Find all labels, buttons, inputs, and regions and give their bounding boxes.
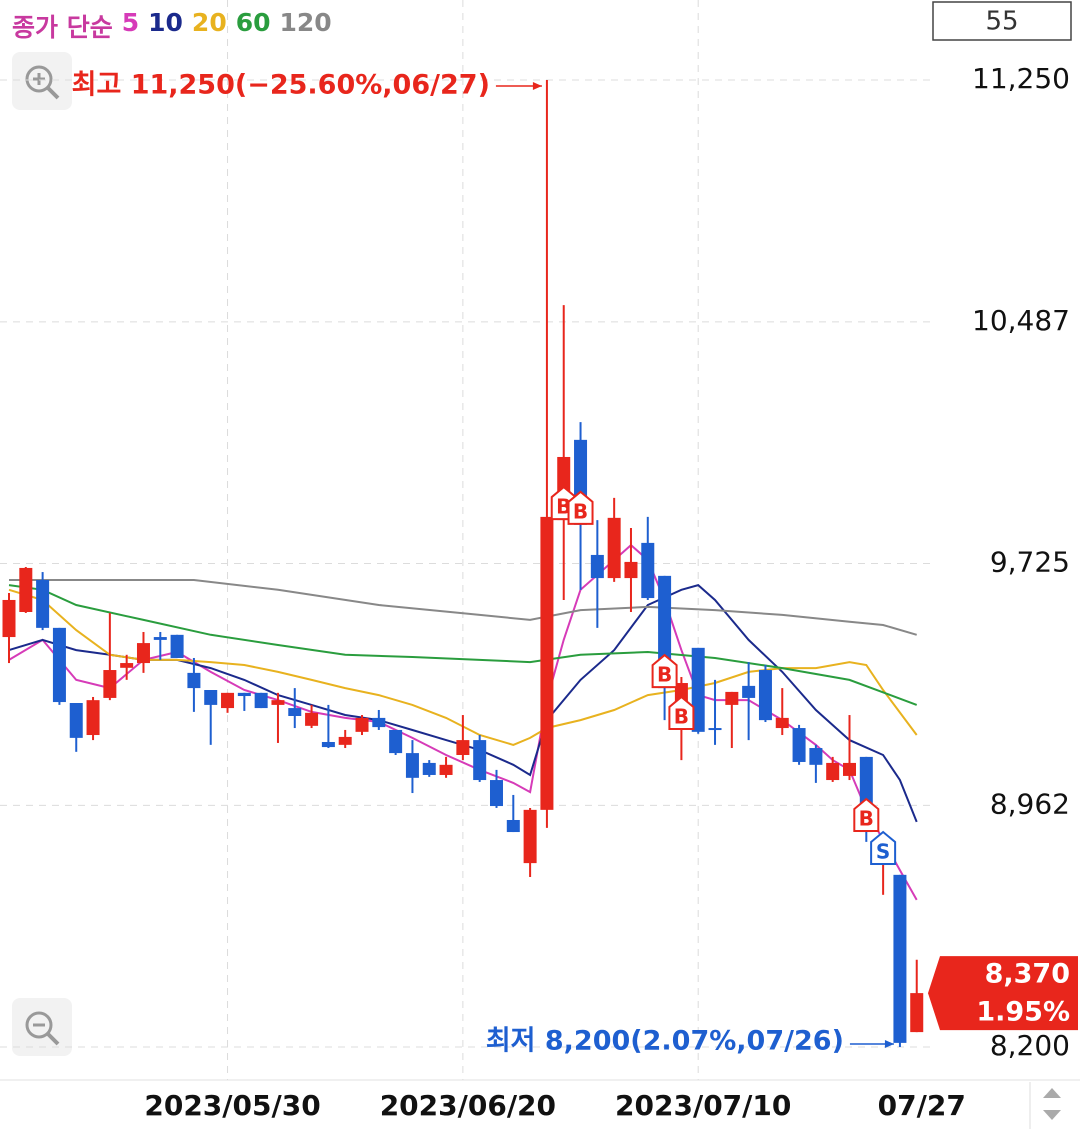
moving-average-line [9, 579, 917, 636]
candle-body [355, 717, 369, 732]
legend-entry: 5 [121, 8, 140, 37]
candle-body [758, 670, 772, 721]
candle-body [405, 753, 419, 778]
current-price: 8,370 [985, 959, 1070, 990]
candle-body [254, 692, 268, 709]
range-count: 55 [985, 7, 1018, 37]
candle-body [473, 740, 487, 781]
x-tick-label: 2023/07/10 [615, 1089, 791, 1122]
high-arrowhead [532, 82, 542, 90]
candle-body [641, 542, 655, 599]
candle-body [69, 703, 83, 738]
signal-label: S [876, 840, 890, 864]
zoom-out[interactable] [12, 998, 72, 1056]
candle-body [792, 728, 806, 762]
x-tick-label: 07/27 [878, 1089, 966, 1122]
candle-body [607, 517, 621, 579]
candle-body [19, 567, 33, 613]
candle-body [52, 627, 66, 703]
scroll-arrows[interactable] [1029, 1082, 1061, 1129]
signal-marker [853, 797, 880, 833]
legend-entry: 10 [148, 8, 183, 37]
candle-body [389, 729, 403, 754]
candle-body [372, 717, 386, 728]
candle-body [725, 691, 739, 705]
legend-entry: 120 [279, 8, 332, 37]
candle-body [523, 809, 537, 864]
candle-body [439, 764, 453, 775]
signal-marker [567, 490, 594, 525]
legend-title: 종가 단순 [12, 13, 113, 42]
candle-body [809, 748, 823, 765]
y-tick-label: 10,487 [972, 304, 1070, 337]
candle-body [775, 717, 789, 729]
candle-body [540, 516, 554, 810]
low-arrowhead [884, 1040, 894, 1048]
candle-body [742, 685, 756, 698]
signal-label: B [674, 704, 689, 728]
candle-body [288, 708, 302, 717]
candle-body [843, 762, 856, 776]
candle-body [36, 579, 50, 628]
candle-body [237, 692, 251, 697]
zoom-in[interactable] [12, 52, 72, 110]
candle-body [120, 663, 134, 668]
candle-body [170, 634, 184, 658]
signal-marker [870, 830, 897, 866]
y-tick-label: 8,962 [990, 787, 1070, 820]
low-annotation: 최저 8,200(2.07%,07/26) [486, 1026, 844, 1057]
candle-body [456, 740, 470, 755]
candle-body [86, 700, 100, 736]
grid [0, 0, 930, 1080]
candle-body [204, 690, 218, 705]
moving-average-line [8, 543, 918, 901]
signal-marker [651, 653, 678, 689]
legend: 종가 단순 5 10 20 60 120 [12, 8, 332, 44]
x-tick-label: 2023/06/20 [380, 1089, 556, 1122]
candle-body [489, 780, 503, 807]
candle-body [103, 670, 117, 698]
candle-body [136, 643, 150, 664]
x-axis-band [0, 1080, 1080, 1129]
candle-body [338, 736, 352, 745]
x-tick-label: 2023/05/30 [144, 1089, 320, 1122]
y-tick-label: 9,725 [990, 546, 1070, 579]
signal-marker [668, 695, 695, 730]
candle-body [321, 741, 335, 748]
candle-body [221, 692, 235, 709]
signal-label: B [859, 807, 874, 831]
candle-body [422, 762, 436, 775]
candle-body [271, 700, 285, 705]
candle-body [910, 993, 924, 1033]
candle-body [893, 874, 907, 1043]
candle-body [187, 672, 201, 689]
candle-body [2, 599, 16, 638]
current-change: 1.95% [976, 997, 1070, 1028]
signal-label: B [573, 499, 588, 523]
y-tick-label: 11,250 [972, 62, 1070, 95]
signal-label: B [657, 663, 672, 687]
price-tag [928, 956, 1078, 1031]
candle-body [691, 647, 705, 732]
candle-body [506, 819, 520, 833]
candle-body [826, 762, 840, 781]
range-box[interactable] [932, 1, 1072, 41]
candle-body [590, 554, 604, 579]
candle-body [305, 712, 319, 726]
candle-body [624, 561, 638, 579]
legend-entry: 20 [191, 8, 227, 37]
y-tick-label: 8,200 [990, 1029, 1070, 1062]
high-annotation: 최고 11,250(−25.60%,06/27) [72, 70, 490, 101]
candle-body [153, 637, 167, 640]
candle-body [708, 728, 722, 731]
legend-entry: 60 [235, 8, 271, 37]
